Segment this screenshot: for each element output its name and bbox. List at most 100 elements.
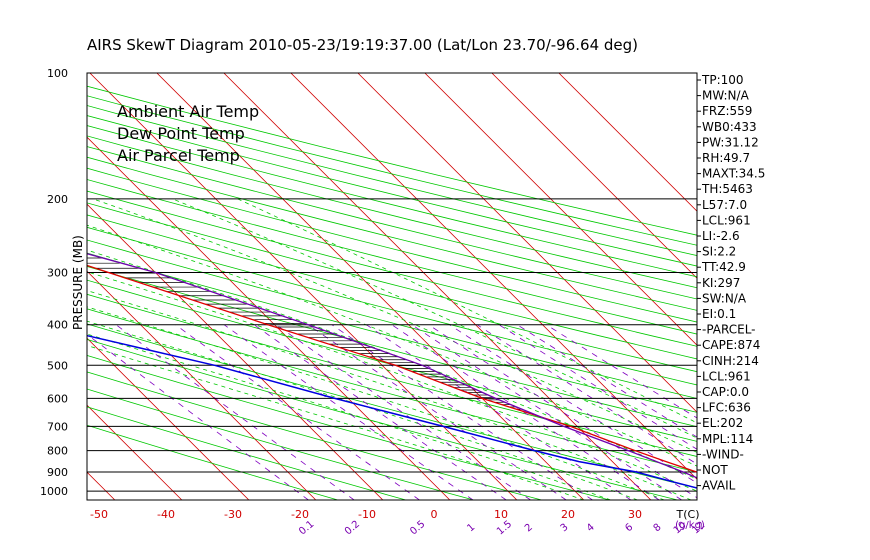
dry-adiabat-line [87, 202, 697, 360]
bottom-temp-tick-label: -50 [90, 508, 108, 521]
info-panel-entry: TT:42.9 [701, 260, 746, 274]
info-panel-entry: SI:2.2 [702, 245, 736, 259]
info-panel-entry: AVAIL [702, 479, 736, 493]
dry-adiabat-line [87, 146, 697, 300]
mixing-ratio-tick-label: 0.1 [297, 519, 316, 538]
mixing-ratio-line [366, 324, 632, 500]
isotherm-line [87, 203, 384, 500]
dry-adiabat-line [87, 167, 697, 323]
mixing-ratio-tick-label: 1 [465, 522, 477, 535]
dry-adiabat-line [87, 156, 697, 311]
info-panel-entry: RH:49.7 [702, 151, 750, 165]
mixing-ratio-tick-label: 4 [585, 522, 597, 535]
isotherm-line [87, 270, 317, 500]
info-panel-entry: -PARCEL- [702, 323, 756, 337]
dry-adiabat-line [87, 239, 697, 399]
pressure-tick-label: 400 [47, 319, 68, 332]
y-axis-label: PRESSURE (MB) [71, 235, 85, 330]
bottom-temp-tick-label: 10 [494, 508, 508, 521]
dry-adiabat-line [87, 115, 697, 267]
bottom-temp-tick-label: 0 [431, 508, 438, 521]
info-panel-entry: CAPE:874 [702, 338, 760, 352]
mixing-ratio-line [411, 324, 682, 500]
isotherm-line [87, 337, 250, 500]
info-panel-entry: MAXT:34.5 [702, 167, 765, 181]
dry-adiabat-line [87, 125, 697, 278]
dry-adiabat-line [87, 190, 697, 347]
isotherm-line [87, 471, 116, 500]
moist-adiabat-line [87, 345, 585, 500]
bottom-temp-tick-label: -20 [291, 508, 309, 521]
isotherm-line [0, 73, 48, 500]
mixing-ratio-unit-label: (g/kg) [675, 520, 705, 531]
mixing-ratio-tick-label: 0.2 [343, 519, 362, 538]
chart-title: AIRS SkewT Diagram 2010-05-23/19:19:37.0… [87, 36, 638, 54]
info-panel-entry: WB0:433 [702, 120, 757, 134]
mixing-ratio-line [391, 324, 660, 500]
dry-adiabat-line [87, 308, 697, 473]
dry-adiabat-line [87, 323, 697, 489]
legend-ambient-air-temp: Ambient Air Temp [117, 102, 259, 121]
bottom-temp-tick-label: -40 [157, 508, 175, 521]
isotherm-line [424, 73, 697, 346]
info-panel-entry: PW:31.12 [702, 135, 759, 149]
pressure-tick-label: 700 [47, 420, 68, 433]
info-panel-entry: TH:5463 [701, 182, 753, 196]
info-panel-entry: LFC:636 [702, 401, 751, 415]
bottom-temp-tick-label: 20 [561, 508, 575, 521]
mixing-ratio-tick-label: 3 [559, 522, 571, 535]
bottom-temp-tick-label: -10 [358, 508, 376, 521]
dry-adiabat-line [87, 135, 697, 289]
mixing-ratio-tick-label: 0.5 [408, 519, 427, 538]
moist-adiabat-line [87, 320, 638, 500]
mixing-ratio-tick-label: 1.5 [495, 519, 514, 538]
mixing-ratio-tick-label: 2 [523, 522, 535, 535]
pressure-tick-label: 500 [47, 359, 68, 372]
isotherm-line [357, 73, 697, 413]
mixing-ratio-axis: 0.1 0.2 0.5 1 1.5 2 3 4 6 8 10 12(g/kg) [297, 519, 707, 538]
info-panel-entry: SW:N/A [702, 291, 747, 305]
info-panel-entry: EI:0.1 [702, 307, 736, 321]
legend-air-parcel-temp: Air Parcel Temp [117, 146, 240, 165]
dry-adiabat-line [87, 214, 697, 373]
isotherm-line [558, 73, 697, 212]
moist-adiabat-line [172, 198, 697, 439]
pressure-tick-label: 1000 [40, 485, 68, 498]
moist-adiabat-line [87, 271, 697, 492]
mixing-ratio-line [428, 324, 697, 499]
plot-frame [86, 72, 698, 501]
info-panel-entry: LI:-2.6 [702, 229, 740, 243]
info-panel-entry: TP:100 [701, 73, 744, 87]
pressure-tick-label: 800 [47, 445, 68, 458]
mixing-ratio-line [275, 324, 531, 500]
dry-adiabat-line [87, 355, 610, 500]
pressure-tick-label: 100 [47, 67, 68, 80]
info-panel-entry: FRZ:559 [702, 104, 752, 118]
mixing-ratio-line [253, 324, 507, 500]
series-line-1 [87, 334, 697, 489]
bottom-temperature-axis: -50 -40 -30 -20 -10 0 10 20 30 T(C) [90, 508, 699, 521]
pressure-tick-label: 600 [47, 392, 68, 405]
series-line-2 [87, 252, 697, 479]
mixing-ratio-line [546, 324, 697, 419]
sounding-series [87, 252, 697, 489]
isotherm-line [290, 73, 697, 480]
pressure-tick-label: 300 [47, 267, 68, 280]
info-panel-entry: EL:202 [702, 416, 743, 430]
info-panel-entry: CINH:214 [702, 354, 759, 368]
isotherm-line [156, 73, 585, 500]
cape-hatching [87, 257, 523, 410]
moist-adiabat-grid [87, 198, 697, 500]
moist-adiabat-line [87, 333, 611, 500]
info-panel-entry: MW:N/A [702, 89, 750, 103]
info-panel-entry: LCL:961 [702, 369, 751, 383]
dry-adiabat-line [87, 338, 678, 500]
info-panel-entry: KI:297 [702, 276, 740, 290]
dry-adiabat-line [87, 265, 697, 428]
isotherm-line [491, 73, 697, 279]
isotherm-line [87, 136, 451, 500]
bottom-unit-label: T(C) [676, 508, 700, 521]
info-panel-entry: MPL:114 [702, 432, 753, 446]
isotherm-line [87, 404, 183, 500]
